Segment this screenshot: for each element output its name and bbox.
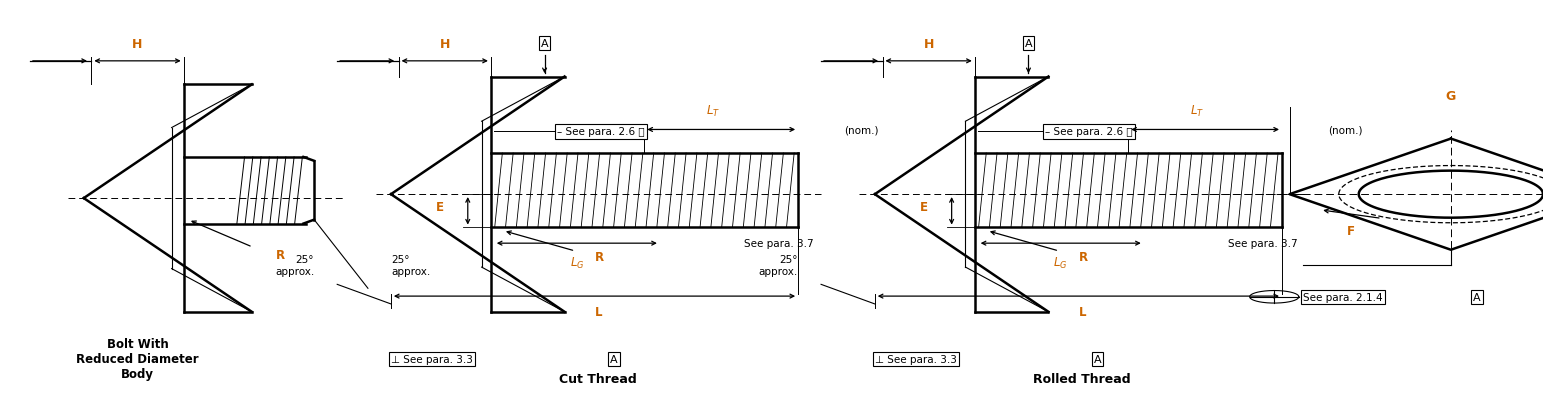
Text: See para. 2.1.4: See para. 2.1.4 [1304,292,1383,302]
Text: Rolled Thread: Rolled Thread [1034,372,1132,385]
Text: H: H [440,38,450,51]
Text: 25°
approx.: 25° approx. [760,254,798,276]
Text: H: H [132,38,143,51]
Text: A: A [541,39,549,49]
Text: (nom.): (nom.) [1328,125,1362,135]
Text: L: L [595,305,601,318]
Text: Bolt With
Reduced Diameter
Body: Bolt With Reduced Diameter Body [76,337,198,380]
Text: ⊥ See para. 3.3: ⊥ See para. 3.3 [391,354,473,364]
Text: R: R [1079,251,1088,264]
Text: See para. 3.7: See para. 3.7 [744,239,814,249]
Text: Cut Thread: Cut Thread [560,372,637,385]
Text: A: A [1094,354,1102,364]
Text: A: A [1472,292,1480,302]
Text: (nom.): (nom.) [845,125,879,135]
Text: F: F [1347,224,1355,237]
Text: R: R [276,249,285,262]
Text: G: G [1446,90,1455,103]
Text: $L_G$: $L_G$ [1054,255,1068,271]
Text: See para. 3.7: See para. 3.7 [1228,239,1297,249]
Text: 25°
approx.: 25° approx. [391,254,431,276]
Text: A: A [1025,39,1032,49]
Text: E: E [436,201,445,214]
Text: L: L [1079,305,1087,318]
Text: $L_G$: $L_G$ [569,255,584,271]
Text: ⊥ See para. 3.3: ⊥ See para. 3.3 [874,354,956,364]
Text: 25°
approx.: 25° approx. [274,254,315,276]
Text: E: E [921,201,928,214]
Text: – See para. 2.6 Ⓜ: – See para. 2.6 Ⓜ [1045,127,1133,137]
Text: $L_T$: $L_T$ [1190,104,1204,119]
Text: R: R [595,251,604,264]
Text: – See para. 2.6 Ⓜ: – See para. 2.6 Ⓜ [556,127,645,137]
Text: $L_T$: $L_T$ [707,104,721,119]
Text: A: A [609,354,617,364]
Text: H: H [924,38,933,51]
